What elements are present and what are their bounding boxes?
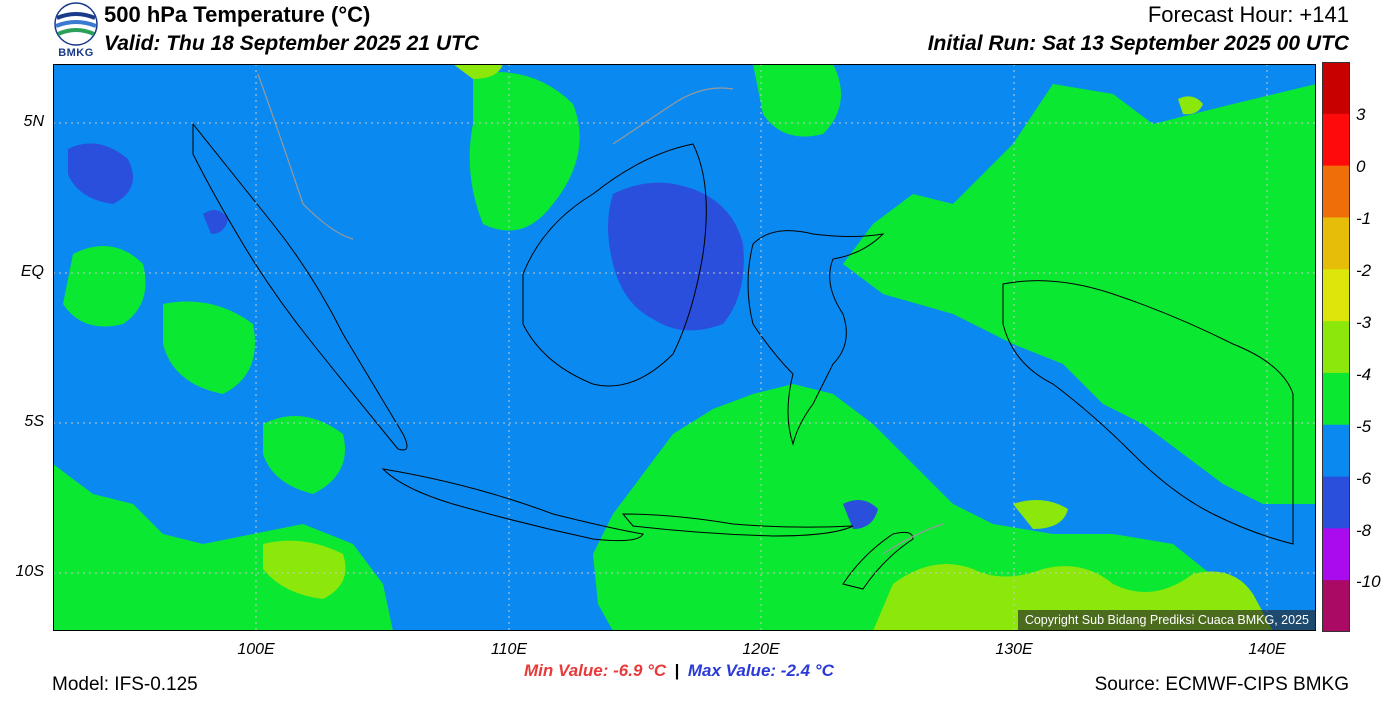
lat-label-5s: 5S [24,413,44,430]
min-max-values: Min Value: -6.9 °C | Max Value: -2.4 °C [524,661,834,681]
lat-label-10s: 10S [15,563,44,580]
lon-label-100e: 100E [237,641,275,658]
forecast-hour: Forecast Hour: +141 [1147,2,1349,27]
field-patch-green [63,246,146,327]
colorbar-segment [1322,321,1350,374]
field-patch-green [469,72,580,231]
model-name: Model: IFS-0.125 [52,674,198,695]
logo-text: BMKG [58,47,94,59]
bmkg-logo: BMKG [52,2,100,60]
lat-label-eq: EQ [20,263,44,280]
field-patch-green [1032,261,1093,314]
value-separator: | [674,661,680,680]
field-patch-green [263,416,345,494]
lon-label-140e: 140E [1248,641,1286,658]
initial-run: Initial Run: Sat 13 September 2025 00 UT… [927,32,1349,55]
map-frame [53,64,1316,631]
field-patch-darkblue [203,210,228,234]
colorbar-label: -4 [1356,365,1372,384]
colorbar-label: 0 [1356,157,1366,176]
min-value: Min Value: -6.9 °C [524,661,667,680]
gridlines [53,64,1316,631]
copyright-notice: Copyright Sub Bidang Prediksi Cuaca BMKG… [1017,610,1316,630]
field-patch-green [163,301,255,394]
field-patch-darkblue [608,182,744,331]
colorbar-segment [1322,580,1350,632]
colorbar-label: -8 [1356,521,1372,540]
field-patch-yellowgreen [1178,96,1203,115]
borders-gray [257,73,944,555]
lat-label-5n: 5N [23,113,44,130]
colorbar-label: -3 [1356,313,1372,332]
field-region-blue [53,64,1316,631]
colorbar-label: 3 [1356,105,1366,124]
field-patch-yellowgreen [1013,500,1068,529]
colorbar-label: -5 [1356,417,1372,436]
data-source: Source: ECMWF-CIPS BMKG [1094,674,1349,695]
colorbar-segment [1322,113,1350,167]
colorbar-segment [1322,62,1350,115]
colorbar-label: -10 [1356,572,1381,591]
colorbar-label: -6 [1356,469,1372,488]
lon-label-110e: 110E [490,641,528,658]
colorbar-segment [1322,476,1350,529]
lon-label-130e: 130E [995,641,1033,658]
colorbar-segment [1322,269,1350,322]
field-patch-darkblue [843,500,878,529]
colorbar-segment [1322,165,1350,218]
field-patch-green [753,64,841,137]
valid-time: Valid: Thu 18 September 2025 21 UTC [104,32,480,55]
field-patch-darkblue [68,143,133,204]
colorbar-segment [1322,424,1350,478]
colorbar-segment [1322,217,1350,270]
colorbar [1322,62,1350,632]
colorbar-label: -2 [1356,261,1372,280]
colorbar-segment [1322,372,1350,426]
field-patch-yellowgreen [453,64,503,79]
max-value: Max Value: -2.4 °C [687,661,834,680]
map-title: 500 hPa Temperature (°C) [104,2,371,27]
colorbar-segment [1322,528,1350,581]
bmkg-logo-emblem [54,2,98,46]
field-patch-yellowgreen [263,540,346,599]
lon-label-120e: 120E [742,641,780,658]
coastlines [192,122,1294,590]
colorbar-label: -1 [1356,209,1372,228]
temperature-map[interactable] [53,64,1316,631]
